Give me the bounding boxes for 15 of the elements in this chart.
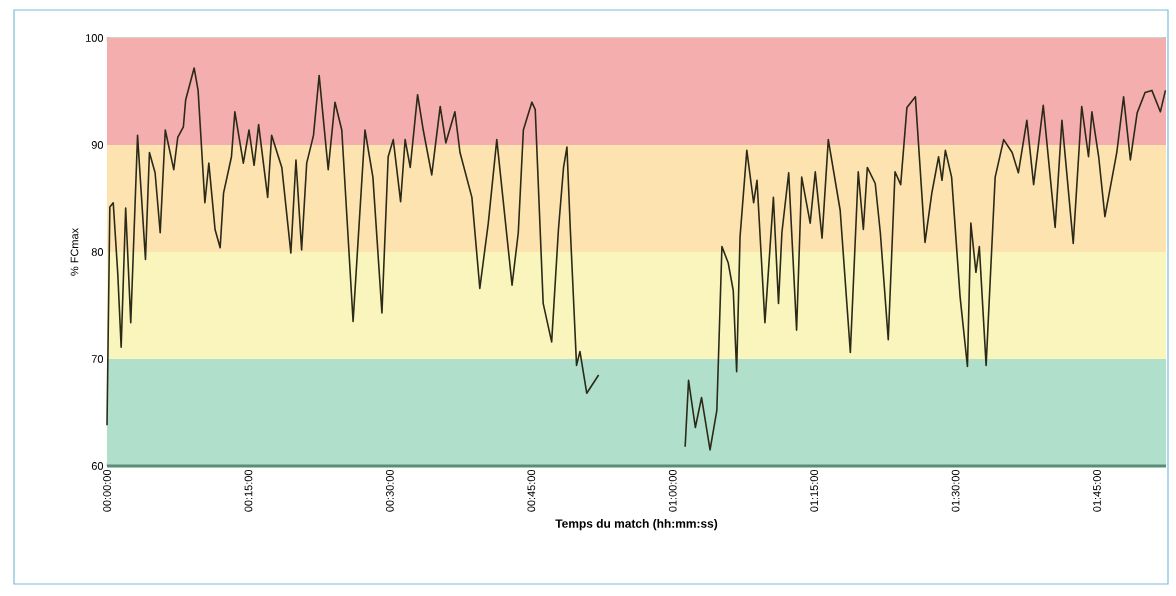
y-tick-label: 70 — [91, 355, 104, 363]
y-tick-label: 100 — [86, 34, 104, 42]
x-tick-label: 00:15:00 — [244, 469, 253, 512]
x-tick-label: 01:30:00 — [951, 469, 960, 512]
x-axis-title: Temps du match (hh:mm:ss) — [555, 519, 718, 531]
x-tick-label: 01:15:00 — [810, 469, 819, 512]
y-tick-label: 80 — [91, 248, 104, 256]
x-tick-label: 01:00:00 — [668, 469, 677, 512]
y-axis-title: % FCmax — [70, 228, 79, 276]
x-tick-label: 01:45:00 — [1093, 469, 1101, 512]
x-tick-label: 00:00:00 — [103, 469, 111, 512]
x-tick-label: 00:45:00 — [527, 469, 536, 512]
y-tick-label: 60 — [91, 462, 104, 470]
x-tick-label: 00:30:00 — [386, 469, 394, 512]
y-tick-label: 90 — [91, 141, 104, 149]
